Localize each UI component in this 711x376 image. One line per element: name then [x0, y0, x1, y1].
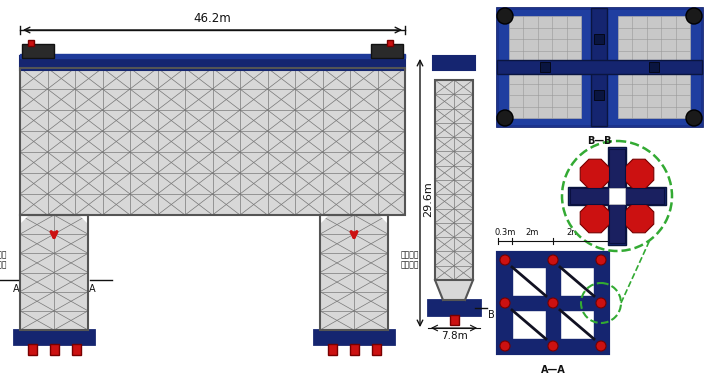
Bar	[540, 62, 550, 72]
Bar	[433, 56, 475, 70]
Bar	[50, 344, 59, 355]
Bar	[509, 16, 581, 62]
Polygon shape	[80, 215, 88, 223]
Bar	[22, 44, 54, 58]
Polygon shape	[435, 280, 473, 300]
Polygon shape	[380, 215, 388, 223]
Bar	[649, 62, 659, 72]
Bar	[20, 56, 405, 70]
Bar	[609, 188, 625, 204]
Bar	[568, 187, 666, 205]
Bar	[498, 296, 608, 310]
Polygon shape	[624, 203, 654, 233]
Bar	[371, 44, 403, 58]
Polygon shape	[624, 159, 654, 189]
Bar	[498, 253, 608, 353]
Text: 0.3m: 0.3m	[494, 228, 515, 237]
Bar	[570, 188, 664, 204]
Circle shape	[497, 8, 513, 24]
Text: 接索笼横
移乘梯机: 接索笼横 移乘梯机	[401, 250, 419, 269]
Circle shape	[562, 141, 672, 251]
Text: 46.2m: 46.2m	[193, 12, 231, 25]
Bar	[28, 40, 34, 46]
Bar	[320, 215, 388, 330]
Bar	[497, 60, 702, 74]
Circle shape	[548, 341, 558, 351]
Bar	[350, 344, 359, 355]
Bar	[372, 344, 381, 355]
Bar	[498, 253, 608, 267]
Bar	[594, 90, 604, 100]
Bar	[20, 215, 88, 330]
Bar	[608, 147, 626, 245]
Circle shape	[548, 298, 558, 308]
Bar	[591, 8, 607, 126]
Polygon shape	[580, 203, 610, 233]
Bar	[498, 253, 512, 353]
Circle shape	[596, 341, 606, 351]
Bar	[435, 80, 473, 280]
Bar	[20, 215, 88, 330]
Bar	[328, 344, 337, 355]
Text: A: A	[89, 284, 95, 294]
Bar	[594, 253, 608, 353]
Text: 29.6m: 29.6m	[423, 181, 433, 217]
Circle shape	[497, 110, 513, 126]
Bar	[497, 8, 702, 126]
Bar	[14, 330, 94, 344]
Bar	[314, 330, 394, 344]
Text: 0.3m: 0.3m	[590, 228, 611, 237]
Bar	[387, 40, 393, 46]
Bar	[28, 344, 37, 355]
Text: A: A	[13, 284, 19, 294]
Bar	[320, 215, 388, 330]
Circle shape	[596, 298, 606, 308]
Bar	[609, 149, 625, 243]
Bar	[594, 34, 604, 44]
Text: 2m: 2m	[567, 228, 580, 237]
Bar	[546, 253, 560, 353]
Text: B: B	[488, 310, 495, 320]
Bar	[20, 68, 405, 215]
Bar	[20, 68, 405, 215]
Circle shape	[500, 298, 510, 308]
Bar	[435, 80, 473, 280]
Text: A—A: A—A	[540, 365, 565, 375]
Bar	[618, 72, 690, 118]
Bar	[20, 54, 405, 58]
Circle shape	[686, 8, 702, 24]
Bar	[509, 72, 581, 118]
Bar	[498, 253, 608, 353]
Circle shape	[500, 255, 510, 265]
Bar	[450, 315, 459, 325]
Bar	[498, 339, 608, 353]
Polygon shape	[20, 215, 28, 223]
Circle shape	[596, 255, 606, 265]
Text: 接索笼横
移乘梯机: 接索笼横 移乘梯机	[0, 250, 7, 269]
Text: B—B: B—B	[587, 136, 611, 146]
Polygon shape	[580, 159, 610, 189]
Bar	[72, 344, 81, 355]
Circle shape	[500, 341, 510, 351]
Polygon shape	[320, 215, 328, 223]
Text: 7.8m: 7.8m	[441, 331, 467, 341]
Circle shape	[686, 110, 702, 126]
Circle shape	[548, 255, 558, 265]
Bar	[428, 300, 480, 315]
Polygon shape	[497, 8, 702, 126]
Bar	[618, 16, 690, 62]
Text: 2m: 2m	[526, 228, 539, 237]
